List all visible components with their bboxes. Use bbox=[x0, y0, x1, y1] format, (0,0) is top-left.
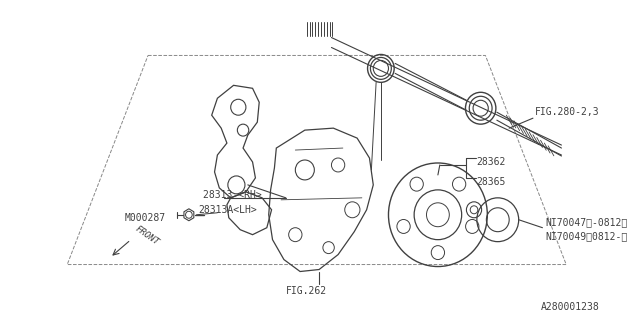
Text: M000287: M000287 bbox=[124, 213, 165, 223]
Text: A280001238: A280001238 bbox=[541, 302, 600, 312]
Text: 28313A<LH>: 28313A<LH> bbox=[198, 205, 257, 215]
Text: FIG.280-2,3: FIG.280-2,3 bbox=[535, 107, 600, 117]
Text: FIG.262: FIG.262 bbox=[286, 286, 327, 296]
Text: 28362: 28362 bbox=[476, 157, 506, 167]
Text: FRONT: FRONT bbox=[134, 224, 161, 247]
Text: NI70049（0812-）: NI70049（0812-） bbox=[545, 232, 628, 242]
Text: 28313 <RH>: 28313 <RH> bbox=[203, 190, 262, 200]
Text: 28365: 28365 bbox=[476, 177, 506, 187]
Text: NI70047（-0812）: NI70047（-0812） bbox=[545, 217, 628, 227]
